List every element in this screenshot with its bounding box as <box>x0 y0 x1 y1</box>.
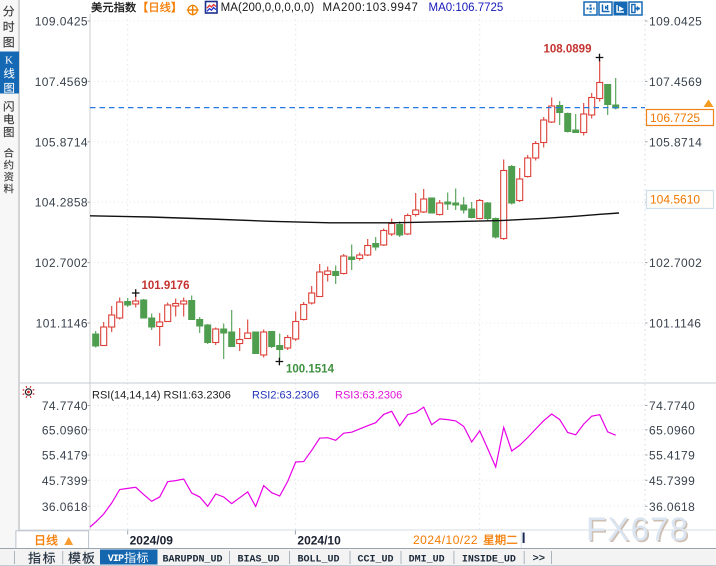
svg-text:107.4569: 107.4569 <box>649 75 702 89</box>
svg-text:45.7399: 45.7399 <box>649 474 695 488</box>
svg-text:74.7740: 74.7740 <box>42 399 88 413</box>
svg-text:BARUPDN_UD: BARUPDN_UD <box>163 555 223 566</box>
svg-text:102.7002: 102.7002 <box>35 256 88 270</box>
svg-text:DMI_UD: DMI_UD <box>409 555 445 566</box>
svg-text:MA200:103.9947: MA200:103.9947 <box>323 2 419 14</box>
svg-text:2024/10/22: 2024/10/22 <box>413 533 478 547</box>
svg-text:65.0960: 65.0960 <box>42 423 88 437</box>
svg-text:BOLL_UD: BOLL_UD <box>298 555 340 566</box>
svg-text:2024/09: 2024/09 <box>130 533 174 547</box>
svg-text:INSIDE_UD: INSIDE_UD <box>462 555 516 566</box>
svg-text:CCI_UD: CCI_UD <box>358 555 394 566</box>
svg-text:45.7399: 45.7399 <box>42 474 88 488</box>
svg-text:74.7740: 74.7740 <box>649 399 695 413</box>
svg-text:RSI3:63.2306: RSI3:63.2306 <box>335 390 402 402</box>
svg-text:BIAS_UD: BIAS_UD <box>238 555 280 566</box>
svg-text:65.0960: 65.0960 <box>649 423 695 437</box>
svg-text:2024/10: 2024/10 <box>297 533 341 547</box>
svg-text:RSI(14,14,14) RSI1:63.2306: RSI(14,14,14) RSI1:63.2306 <box>92 390 231 402</box>
svg-text:100.1514: 100.1514 <box>286 364 335 376</box>
svg-text:104.2858: 104.2858 <box>35 196 88 210</box>
svg-text:MA(200,0,0,0,0,0): MA(200,0,0,0,0,0) <box>221 2 315 14</box>
svg-text:55.4179: 55.4179 <box>42 449 88 463</box>
svg-text:FX678: FX678 <box>588 512 691 549</box>
svg-text:36.0618: 36.0618 <box>42 500 88 514</box>
svg-text:105.8714: 105.8714 <box>35 135 88 149</box>
svg-text:FX678: FX678 <box>586 511 689 548</box>
svg-text:105.8714: 105.8714 <box>649 135 702 149</box>
svg-text:RSI2:63.2306: RSI2:63.2306 <box>252 390 319 402</box>
svg-text:36.0618: 36.0618 <box>649 500 695 514</box>
svg-text:102.7002: 102.7002 <box>649 256 702 270</box>
svg-text:104.5610: 104.5610 <box>650 193 700 207</box>
svg-text:101.1146: 101.1146 <box>649 317 701 331</box>
svg-text:101.9176: 101.9176 <box>142 280 190 292</box>
svg-text:K: K <box>5 55 13 67</box>
svg-text:>>: >> <box>533 553 546 565</box>
svg-text:109.0425: 109.0425 <box>35 15 88 29</box>
svg-text:55.4179: 55.4179 <box>649 449 695 463</box>
svg-text:106.7725: 106.7725 <box>650 111 700 125</box>
svg-text:109.0425: 109.0425 <box>649 15 702 29</box>
svg-text:108.0899: 108.0899 <box>544 44 592 56</box>
svg-text:101.1146: 101.1146 <box>36 317 88 331</box>
svg-text:107.4569: 107.4569 <box>35 75 88 89</box>
svg-text:VIP: VIP <box>108 554 124 565</box>
svg-text:MA0:106.7725: MA0:106.7725 <box>429 2 504 14</box>
